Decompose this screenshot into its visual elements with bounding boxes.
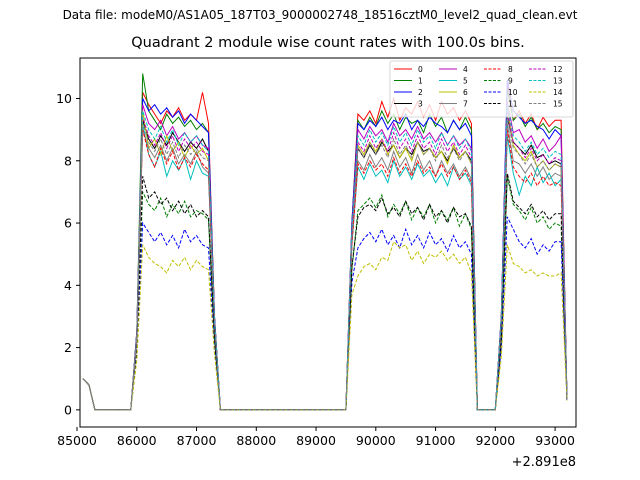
y-tick-label: 4 <box>64 278 72 293</box>
series-line-15 <box>82 117 568 411</box>
legend-label-4: 4 <box>463 65 468 74</box>
legend-label-10: 10 <box>508 88 518 97</box>
axes-frame <box>79 57 577 428</box>
legend-box <box>389 60 574 118</box>
y-tick-label: 8 <box>64 153 72 168</box>
series-line-6 <box>82 107 568 411</box>
x-tick-label: 87000 <box>177 433 217 448</box>
legend-label-13: 13 <box>553 77 563 86</box>
series-line-9 <box>82 176 568 411</box>
legend-label-3: 3 <box>418 100 423 109</box>
y-tick-label: 10 <box>56 91 72 106</box>
series-line-3 <box>82 117 568 411</box>
y-tick-label: 2 <box>64 340 72 355</box>
x-tick-label: 91000 <box>416 433 456 448</box>
y-tick-label: 6 <box>64 216 72 231</box>
series-line-5 <box>82 123 568 411</box>
legend-label-6: 6 <box>463 88 468 97</box>
legend-label-9: 9 <box>508 77 513 86</box>
legend-label-5: 5 <box>463 77 468 86</box>
legend-label-15: 15 <box>553 100 563 109</box>
y-axis: 0 2 4 6 8 10 <box>56 91 80 417</box>
legend-label-8: 8 <box>508 65 513 74</box>
series-line-2 <box>82 79 568 411</box>
legend-label-11: 11 <box>508 100 518 109</box>
x-tick-label: 88000 <box>236 433 276 448</box>
y-tick-label: 0 <box>64 402 72 417</box>
x-tick-label: 89000 <box>296 433 336 448</box>
series-line-7 <box>82 123 568 411</box>
series-line-10 <box>82 216 568 411</box>
series-line-4 <box>82 101 568 411</box>
legend-label-12: 12 <box>553 65 563 74</box>
legend-label-7: 7 <box>463 100 468 109</box>
series-line-13 <box>82 104 568 411</box>
chart-title: Quadrant 2 module wise count rates with … <box>131 35 525 51</box>
x-tick-label: 93000 <box>535 433 575 448</box>
legend-label-0: 0 <box>418 65 423 74</box>
x-tick-label: 85000 <box>57 433 97 448</box>
series-layer <box>82 73 568 411</box>
x-axis: 85000 86000 87000 88000 89000 90000 91000 92000… <box>57 427 575 448</box>
legend-label-2: 2 <box>418 88 423 97</box>
series-line-1 <box>82 73 568 411</box>
legend-label-1: 1 <box>418 77 423 86</box>
x-tick-label: 86000 <box>117 433 157 448</box>
x-tick-label: 92000 <box>475 433 515 448</box>
series-line-0 <box>82 82 568 411</box>
series-line-14 <box>82 240 568 411</box>
x-axis-offset-label: +2.891e8 <box>512 455 576 470</box>
figure-suptitle: Data file: modeM0/AS1A05_187T03_90000027… <box>62 8 578 22</box>
legend-label-14: 14 <box>553 88 563 97</box>
series-line-8 <box>82 129 568 411</box>
x-tick-label: 90000 <box>356 433 396 448</box>
